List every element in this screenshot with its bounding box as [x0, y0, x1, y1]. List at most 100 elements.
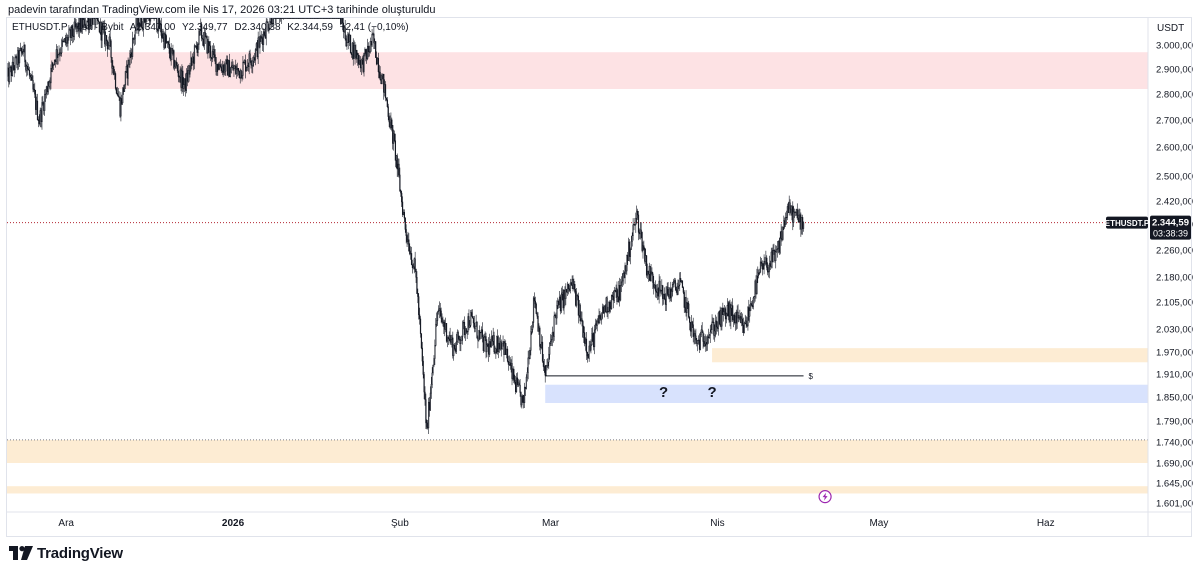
candle: [425, 393, 427, 429]
candle: [266, 18, 268, 23]
time-tick-label: Ara: [58, 518, 74, 529]
candle: [435, 318, 437, 347]
candle: [471, 309, 473, 317]
candle: [461, 335, 463, 341]
candle: [680, 272, 682, 283]
candle: [665, 286, 667, 312]
legend-high: Y2.349,77: [181, 22, 228, 33]
candle: [468, 309, 470, 331]
candle: [387, 103, 389, 121]
candle: [550, 334, 553, 347]
bar-countdown: 03:38:39: [1153, 229, 1188, 239]
candle: [160, 18, 162, 43]
candle: [187, 64, 189, 83]
candle: [423, 371, 425, 400]
question-mark-1[interactable]: ?: [659, 384, 668, 401]
candle: [738, 315, 740, 323]
lightning-icon[interactable]: [818, 490, 832, 504]
candle: [606, 295, 608, 318]
candle: [384, 81, 387, 102]
candle: [109, 30, 111, 47]
tradingview-brand: TradingView: [9, 544, 123, 562]
candle: [214, 48, 216, 65]
candle: [617, 289, 619, 303]
candle: [259, 29, 261, 54]
candle: [565, 283, 567, 306]
candle: [14, 54, 16, 74]
candle: [667, 281, 669, 297]
demand-zone-3[interactable]: [7, 486, 1148, 494]
candle: [28, 66, 31, 80]
candle: [692, 317, 694, 343]
candle: [419, 307, 421, 325]
last-price-value: 2.344,59: [1152, 218, 1189, 229]
candle: [440, 307, 442, 323]
candle: [708, 333, 710, 339]
candle: [701, 322, 703, 333]
blue-zone[interactable]: [545, 384, 1148, 403]
candle: [527, 350, 529, 380]
candle: [567, 283, 570, 295]
candle: [73, 18, 75, 41]
candle: [386, 97, 388, 108]
candle: [263, 29, 266, 37]
candle: [745, 316, 747, 329]
candle: [116, 86, 118, 96]
candle: [506, 346, 509, 363]
candle: [454, 342, 456, 351]
candle: [62, 39, 65, 43]
demand-zone-2[interactable]: [7, 439, 1148, 463]
candle: [756, 268, 758, 295]
candle: [363, 52, 365, 77]
candle: [532, 321, 534, 334]
time-tick-label: 2026: [222, 518, 245, 529]
demand-zone-1[interactable]: [712, 348, 1148, 363]
axis-currency-label[interactable]: USDT: [1157, 23, 1185, 34]
candle: [416, 271, 418, 294]
candle: [198, 30, 200, 50]
candle: [9, 62, 11, 85]
candle: [616, 281, 618, 305]
candle: [785, 212, 787, 228]
candle: [419, 316, 422, 338]
time-tick-label: Haz: [1037, 518, 1055, 529]
candle: [182, 65, 184, 93]
supply-zone[interactable]: [50, 52, 1148, 89]
candle: [201, 21, 203, 42]
candle: [678, 279, 680, 290]
candle: [113, 65, 115, 76]
last-price-symbol: ETHUSDT.P: [1105, 219, 1150, 228]
candle: [345, 34, 347, 47]
candle: [366, 38, 369, 61]
price-tick-label: 2.900,00: [1156, 65, 1193, 76]
candle: [401, 190, 403, 207]
candle: [341, 17, 344, 31]
candle: [344, 19, 346, 41]
candle: [175, 57, 178, 69]
time-tick-label: Mar: [542, 518, 560, 529]
price-tick-label: 1.740,00: [1156, 438, 1193, 449]
candle: [84, 17, 86, 29]
candle: [110, 39, 112, 63]
candle: [203, 26, 205, 50]
legend-symbol[interactable]: ETHUSDT.P · 4sa · Bybit: [12, 22, 124, 33]
candle: [133, 34, 135, 46]
candle: [245, 66, 248, 72]
candle: [536, 311, 538, 319]
candle: [18, 47, 21, 68]
time-tick-label: Şub: [391, 518, 409, 529]
candle: [690, 314, 693, 339]
candle: [526, 367, 528, 382]
time-tick-label: Nis: [710, 518, 724, 529]
candle: [582, 319, 584, 338]
question-mark-2[interactable]: ?: [707, 384, 716, 401]
candle: [409, 243, 411, 256]
candle: [250, 57, 252, 69]
candle: [541, 336, 544, 363]
candle: [785, 210, 788, 225]
candle: [393, 130, 396, 143]
price-tick-label: 3.000,00: [1156, 41, 1193, 52]
candle: [68, 25, 70, 41]
